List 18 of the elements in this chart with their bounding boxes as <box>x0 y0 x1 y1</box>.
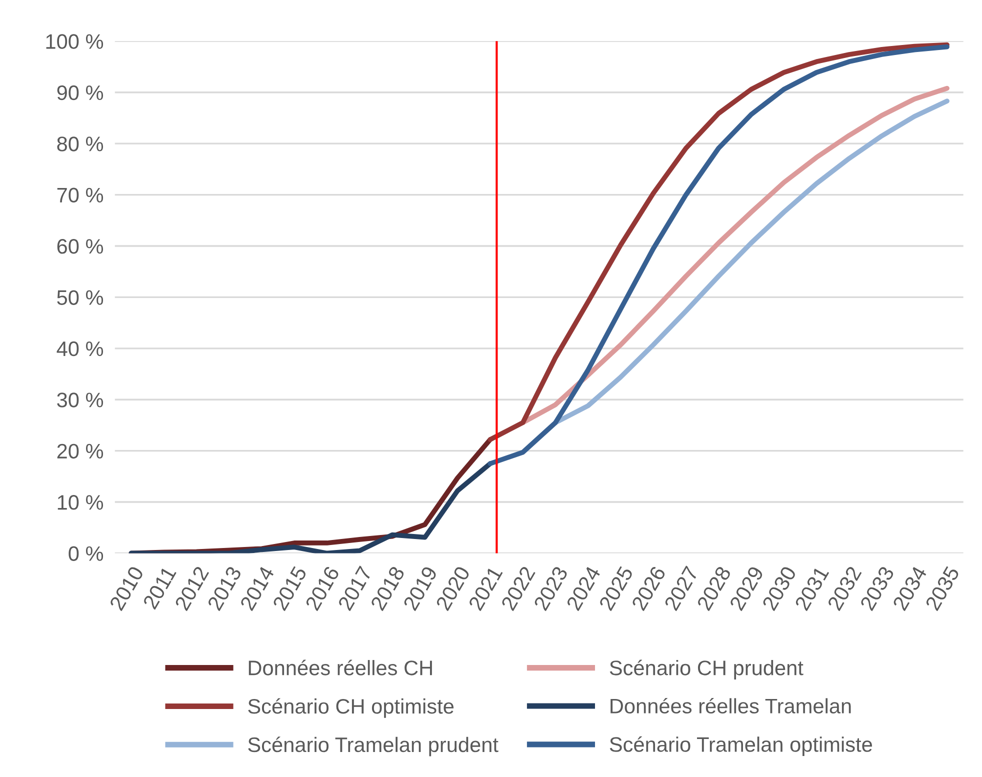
y-tick-label: 70 % <box>57 188 104 203</box>
y-tick-label: 80 % <box>57 136 104 152</box>
y-tick-label: 10 % <box>58 495 104 510</box>
y-tick-label: 60 % <box>57 239 104 254</box>
legend-label: Scénario Tramelan prudent <box>248 736 498 756</box>
y-tick-label: 30 % <box>57 392 104 408</box>
legend-label: Scénario Tramelan optimiste <box>610 736 872 756</box>
y-tick-label: 50 % <box>57 290 104 305</box>
y-tick-label: 20 % <box>57 444 104 459</box>
legend-label: Données réelles CH <box>248 660 432 676</box>
y-tick-label: 100 % <box>46 34 104 49</box>
line-series <box>128 461 493 554</box>
legend-label: Données réelles Tramelan <box>610 698 851 714</box>
y-tick-label: 40 % <box>56 341 104 356</box>
y-tick-label: 0 % <box>68 546 104 561</box>
legend-label: Scénario CH prudent <box>610 660 804 680</box>
legend-label: Scénario CH optimiste <box>248 698 454 718</box>
y-tick-label: 90 % <box>57 85 104 100</box>
